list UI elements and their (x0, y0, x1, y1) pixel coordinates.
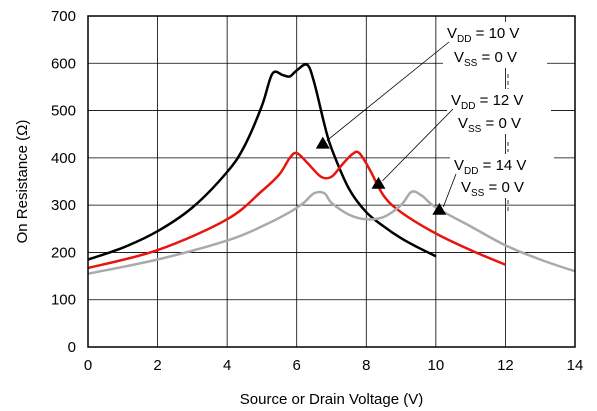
x-axis-label: Source or Drain Voltage (V) (240, 391, 423, 408)
y-axis-label: On Resistance (Ω) (14, 120, 31, 244)
y-tick-label: 700 (51, 8, 76, 25)
x-tick-label: 0 (84, 357, 92, 374)
tick-labels: 0 2 4 6 8 10 12 14 0 100 200 300 400 500 600 700 (51, 8, 583, 374)
annotation-arrowhead (432, 202, 447, 215)
series-layer (87, 63, 576, 275)
annotation-pointer (326, 41, 450, 141)
annotation-arrowhead (315, 136, 330, 149)
x-tick-label: 10 (428, 357, 445, 374)
y-tick-label: 200 (51, 244, 76, 261)
plot-frame (87, 15, 576, 348)
series-line-2 (87, 190, 576, 275)
y-tick-label: 100 (51, 292, 76, 309)
y-tick-label: 0 (68, 339, 76, 356)
annotation-vdd: VDD = 10 V (447, 25, 519, 45)
y-tick-label: 600 (51, 55, 76, 72)
x-tick-label: 12 (497, 357, 514, 374)
annotation-vdd: VDD = 12 V (451, 92, 523, 112)
annotation-pointer (442, 173, 457, 208)
series-line-0 (87, 63, 437, 261)
annotation-bg (447, 89, 551, 134)
series-line-1 (87, 150, 506, 270)
annotation-vss: VSS = 0 V (461, 179, 524, 199)
y-tick-label: 300 (51, 197, 76, 214)
annotation-vdd: VDD = 14 V (454, 157, 526, 177)
annotation-bg (450, 154, 554, 198)
x-tick-label: 8 (362, 357, 370, 374)
x-tick-label: 6 (293, 357, 301, 374)
y-tick-label: 400 (51, 150, 76, 167)
annotation-arrowhead (371, 176, 386, 189)
x-tick-label: 2 (153, 357, 161, 374)
x-tick-label: 14 (567, 357, 584, 374)
annotation-vss: VSS = 0 V (454, 49, 517, 69)
annotation-vss: VSS = 0 V (458, 115, 521, 135)
annotation-pointer (382, 108, 454, 182)
x-tick-label: 4 (223, 357, 231, 374)
y-tick-label: 500 (51, 103, 76, 120)
annotation-bg (443, 22, 547, 68)
